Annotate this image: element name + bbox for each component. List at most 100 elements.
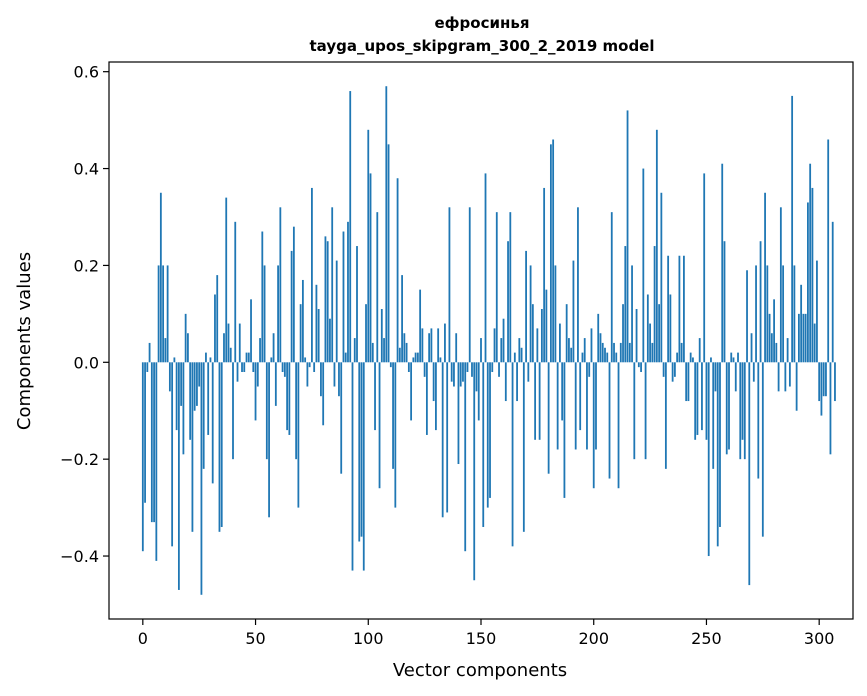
bar-152 — [484, 173, 487, 363]
bar-131 — [437, 328, 440, 363]
bar-201 — [595, 362, 597, 450]
bar-0 — [141, 362, 144, 552]
bar-137 — [450, 362, 453, 382]
bar-307 — [834, 362, 836, 402]
bar-159 — [500, 338, 503, 363]
bar-59 — [274, 362, 277, 406]
bar-151 — [482, 362, 485, 527]
bar-181 — [549, 144, 552, 363]
bar-34 — [218, 362, 221, 532]
bar-24 — [196, 362, 198, 406]
bar-193 — [577, 207, 579, 363]
bar-46 — [245, 352, 248, 363]
bar-88 — [340, 362, 343, 474]
bar-33 — [216, 275, 219, 363]
bar-127 — [428, 333, 431, 363]
bar-153 — [486, 362, 489, 508]
bar-233 — [667, 255, 670, 363]
bar-257 — [721, 163, 724, 363]
y-tick-label-3: 0.2 — [74, 256, 99, 275]
x-tick-label-200: 200 — [578, 629, 609, 648]
bar-14 — [173, 357, 176, 363]
bar-120 — [412, 357, 415, 363]
bar-55 — [265, 362, 268, 460]
bar-61 — [279, 207, 282, 363]
bar-128 — [430, 328, 433, 363]
bar-11 — [166, 265, 169, 363]
bar-213 — [622, 304, 624, 363]
bar-248 — [701, 362, 703, 431]
bar-101 — [369, 173, 372, 363]
bar-67 — [292, 226, 295, 363]
bar-83 — [329, 318, 331, 363]
bar-10 — [164, 338, 167, 363]
bar-259 — [725, 362, 728, 455]
bar-22 — [191, 362, 194, 532]
bar-15 — [175, 362, 178, 431]
bar-154 — [489, 362, 491, 498]
bar-217 — [631, 265, 633, 363]
bar-18 — [182, 362, 185, 455]
bar-222 — [642, 168, 645, 363]
bar-117 — [405, 342, 408, 363]
bar-172 — [529, 265, 532, 363]
y-tick-label-0: −0.4 — [60, 547, 99, 566]
bar-90 — [344, 352, 347, 363]
bar-series — [141, 86, 836, 595]
bar-25 — [198, 362, 201, 387]
bar-150 — [480, 338, 482, 363]
bar-292 — [800, 284, 803, 363]
bar-300 — [818, 362, 821, 402]
bar-270 — [750, 333, 753, 363]
bar-253 — [712, 362, 715, 469]
bar-206 — [606, 352, 609, 363]
y-tick-label-4: 0.4 — [74, 160, 99, 179]
bar-99 — [365, 304, 367, 363]
bar-161 — [504, 362, 507, 402]
bar-121 — [414, 352, 417, 363]
bar-162 — [507, 241, 509, 363]
bar-168 — [520, 347, 523, 363]
bar-30 — [209, 357, 212, 363]
bar-75 — [311, 187, 313, 363]
bar-180 — [547, 362, 550, 474]
bar-98 — [362, 362, 365, 571]
bar-223 — [644, 362, 647, 460]
bar-183 — [554, 265, 557, 363]
bar-178 — [543, 187, 546, 363]
bar-277 — [766, 265, 769, 363]
bar-229 — [658, 304, 661, 363]
bar-191 — [572, 260, 575, 363]
bar-231 — [662, 362, 665, 377]
bar-243 — [689, 352, 692, 363]
bar-47 — [247, 352, 250, 363]
bar-76 — [313, 362, 316, 372]
bar-273 — [757, 362, 760, 479]
bar-230 — [660, 192, 663, 363]
bar-105 — [378, 362, 381, 489]
bar-212 — [619, 342, 622, 363]
bar-245 — [694, 362, 697, 440]
bar-275 — [761, 362, 764, 537]
bar-84 — [331, 207, 334, 363]
bar-263 — [734, 362, 737, 392]
bar-285 — [784, 362, 787, 392]
bar-218 — [633, 362, 636, 460]
bar-72 — [304, 357, 307, 363]
bar-140 — [457, 362, 460, 465]
bar-142 — [462, 362, 464, 382]
bar-44 — [241, 362, 243, 372]
bar-265 — [739, 362, 742, 460]
bar-190 — [570, 347, 573, 363]
bar-242 — [687, 362, 690, 402]
bar-68 — [295, 362, 298, 460]
bar-280 — [773, 299, 775, 363]
bar-40 — [232, 362, 234, 460]
bar-109 — [387, 144, 390, 363]
bar-21 — [189, 362, 192, 440]
bar-210 — [615, 352, 618, 363]
bar-115 — [401, 275, 403, 363]
bar-207 — [608, 362, 611, 479]
bar-239 — [680, 342, 683, 363]
bar-160 — [502, 318, 505, 363]
